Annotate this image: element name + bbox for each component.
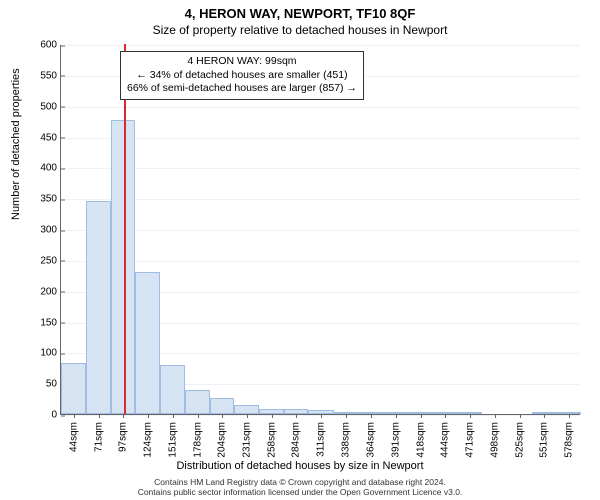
histogram-bar xyxy=(185,390,210,414)
property-annotation-box: 4 HERON WAY: 99sqm ← 34% of detached hou… xyxy=(120,51,364,100)
x-tick-mark xyxy=(222,414,223,418)
x-tick-mark xyxy=(123,414,124,418)
x-tick-mark xyxy=(321,414,322,418)
histogram-bar xyxy=(135,272,160,414)
x-tick-label: 124sqm xyxy=(143,420,154,458)
x-tick-mark xyxy=(99,414,100,418)
x-tick-label: 578sqm xyxy=(563,420,574,458)
x-tick-mark xyxy=(396,414,397,418)
x-tick-label: 471sqm xyxy=(464,420,475,458)
gridline xyxy=(61,168,580,169)
annotation-line-3: 66% of semi-detached houses are larger (… xyxy=(127,82,357,96)
x-tick-label: 204sqm xyxy=(217,420,228,458)
gridline xyxy=(61,138,580,139)
y-tick-label: 150 xyxy=(40,317,61,328)
y-tick-label: 400 xyxy=(40,163,61,174)
x-tick-mark xyxy=(296,414,297,418)
histogram-chart: 05010015020025030035040045050055060044sq… xyxy=(60,45,580,415)
x-tick-mark xyxy=(520,414,521,418)
footer-attribution: Contains HM Land Registry data © Crown c… xyxy=(0,478,600,498)
x-tick-label: 525sqm xyxy=(514,420,525,458)
y-tick-label: 550 xyxy=(40,70,61,81)
x-tick-mark xyxy=(445,414,446,418)
x-tick-mark xyxy=(346,414,347,418)
x-tick-label: 178sqm xyxy=(193,420,204,458)
x-tick-mark xyxy=(371,414,372,418)
x-tick-label: 551sqm xyxy=(538,420,549,458)
y-axis-label: Number of detached properties xyxy=(10,68,22,220)
gridline xyxy=(61,261,580,262)
x-tick-label: 498sqm xyxy=(489,420,500,458)
x-tick-label: 444sqm xyxy=(439,420,450,458)
x-tick-mark xyxy=(470,414,471,418)
page-title: 4, HERON WAY, NEWPORT, TF10 8QF xyxy=(0,0,600,21)
x-tick-mark xyxy=(74,414,75,418)
x-tick-label: 364sqm xyxy=(365,420,376,458)
y-tick-label: 450 xyxy=(40,132,61,143)
x-tick-label: 231sqm xyxy=(242,420,253,458)
footer-line-2: Contains public sector information licen… xyxy=(0,488,600,498)
x-tick-mark xyxy=(173,414,174,418)
annotation-line-2: ← 34% of detached houses are smaller (45… xyxy=(127,69,357,83)
y-tick-label: 350 xyxy=(40,194,61,205)
x-tick-mark xyxy=(272,414,273,418)
histogram-bar xyxy=(210,398,234,414)
x-tick-label: 97sqm xyxy=(118,420,129,452)
histogram-bar xyxy=(86,201,111,414)
y-tick-label: 500 xyxy=(40,101,61,112)
y-tick-label: 0 xyxy=(51,410,61,421)
y-tick-label: 250 xyxy=(40,255,61,266)
x-tick-mark xyxy=(495,414,496,418)
x-tick-label: 258sqm xyxy=(267,420,278,458)
x-tick-label: 311sqm xyxy=(316,420,327,457)
annotation-line-1: 4 HERON WAY: 99sqm xyxy=(127,55,357,69)
page-subtitle: Size of property relative to detached ho… xyxy=(0,21,600,41)
gridline xyxy=(61,199,580,200)
gridline xyxy=(61,45,580,46)
x-tick-mark xyxy=(198,414,199,418)
x-tick-label: 338sqm xyxy=(341,420,352,458)
x-tick-mark xyxy=(247,414,248,418)
x-tick-mark xyxy=(421,414,422,418)
x-tick-label: 391sqm xyxy=(390,420,401,458)
y-tick-label: 600 xyxy=(40,40,61,51)
x-tick-mark xyxy=(544,414,545,418)
x-tick-mark xyxy=(569,414,570,418)
histogram-bar xyxy=(61,363,86,414)
gridline xyxy=(61,107,580,108)
histogram-bar xyxy=(234,405,259,414)
y-tick-label: 50 xyxy=(46,379,61,390)
x-tick-label: 71sqm xyxy=(94,420,105,452)
x-tick-label: 151sqm xyxy=(168,420,179,458)
x-tick-mark xyxy=(148,414,149,418)
histogram-bar xyxy=(160,365,185,414)
y-tick-label: 100 xyxy=(40,348,61,359)
y-tick-label: 200 xyxy=(40,286,61,297)
gridline xyxy=(61,230,580,231)
x-tick-label: 284sqm xyxy=(291,420,302,458)
x-axis-label: Distribution of detached houses by size … xyxy=(0,460,600,472)
x-tick-label: 44sqm xyxy=(68,420,79,452)
y-tick-label: 300 xyxy=(40,225,61,236)
x-tick-label: 418sqm xyxy=(415,420,426,458)
plot-area: 05010015020025030035040045050055060044sq… xyxy=(60,45,580,415)
